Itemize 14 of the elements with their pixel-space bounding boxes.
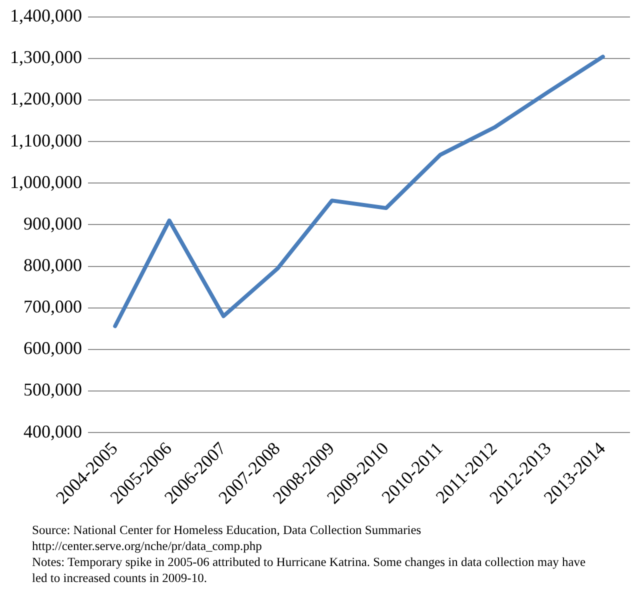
source-note: Source: National Center for Homeless Education, Data Collection Summaries xyxy=(32,522,422,538)
y-tick-label: 900,000 xyxy=(24,213,82,234)
y-tick-label: 1,100,000 xyxy=(10,130,82,150)
y-tick-label: 600,000 xyxy=(24,338,82,358)
y-tick-label: 400,000 xyxy=(24,421,82,442)
text: Notes: Temporary spike in 2005-06 attributed to Hurricane Katrina. Some changes in data collection may have led to increased counts in 2009-10. xyxy=(32,554,587,586)
y-tick-label: 500,000 xyxy=(24,380,82,400)
y-tick-label: 1,000,000 xyxy=(10,172,82,192)
y-tick-label: 700,000 xyxy=(24,296,82,317)
y-tick-label: 1,300,000 xyxy=(10,47,82,68)
y-tick-label: 800,000 xyxy=(24,255,82,275)
y-tick-label: 1,400,000 xyxy=(10,6,82,26)
y-tick-label: 1,200,000 xyxy=(10,88,82,109)
text: http://center.serve.org/nche/pr/data_comp.php xyxy=(32,538,263,554)
